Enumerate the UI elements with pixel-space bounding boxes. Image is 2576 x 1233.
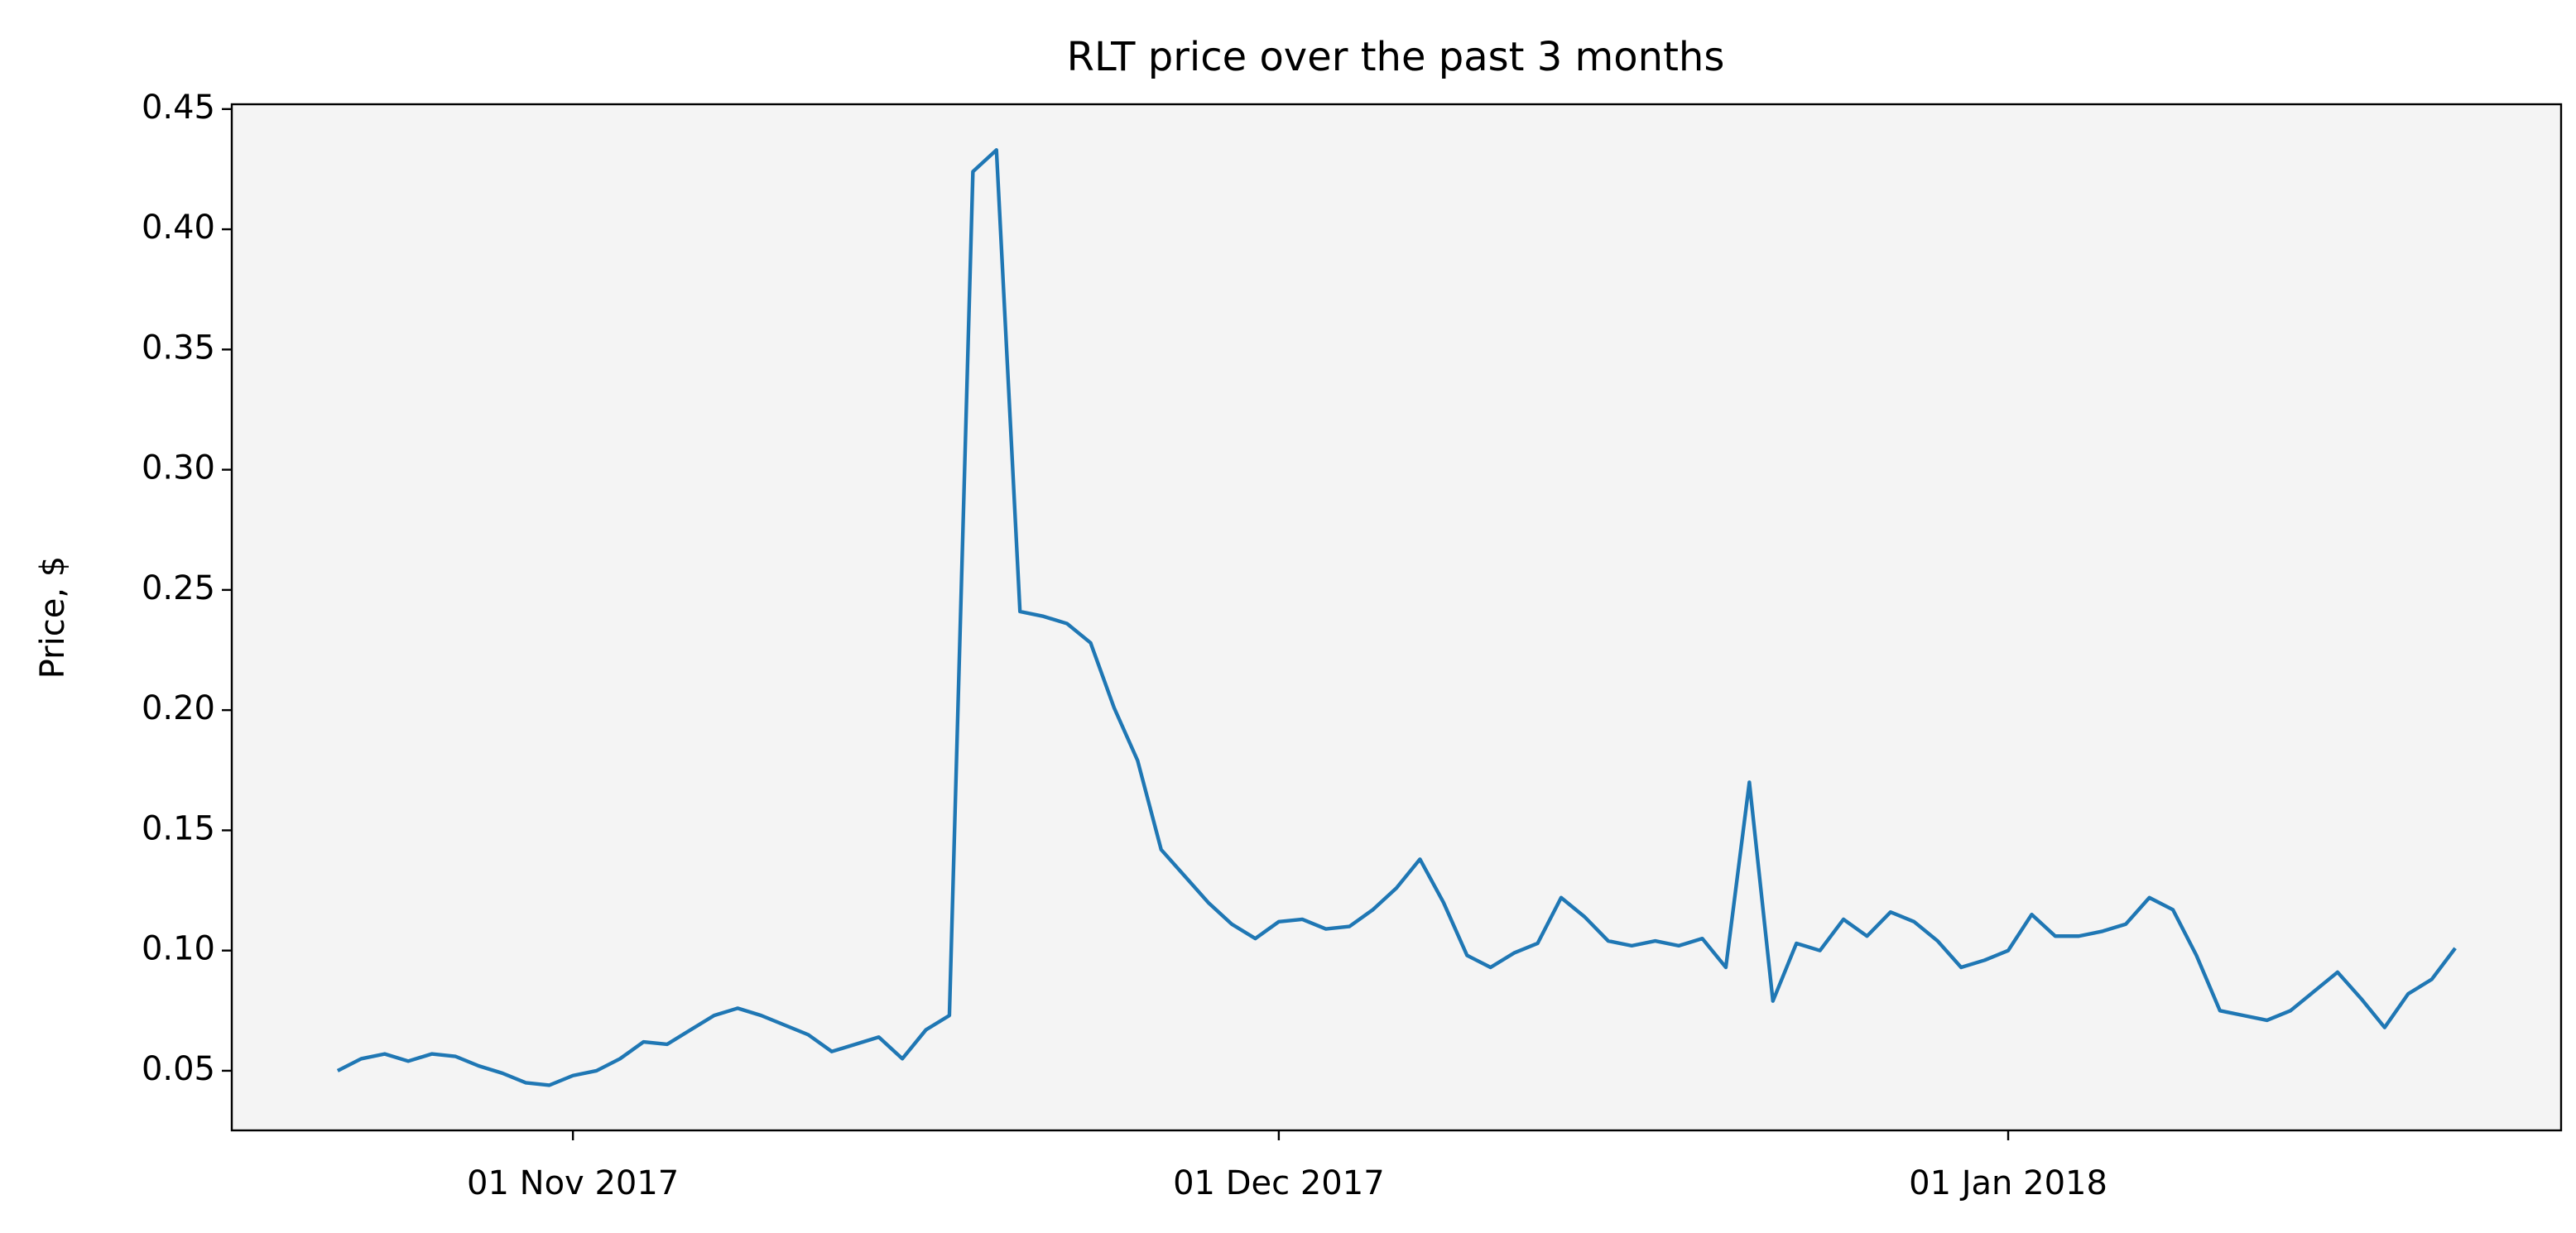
y-tick-label: 0.35 (142, 329, 215, 367)
y-tick-label: 0.40 (142, 209, 215, 247)
y-tick-label: 0.45 (142, 89, 215, 127)
x-tick-label: 01 Nov 2017 (467, 1164, 679, 1202)
price-line (336, 148, 2457, 1087)
y-tick-label: 0.25 (142, 569, 215, 607)
y-tick-label: 0.05 (142, 1050, 215, 1088)
y-tick-label: 0.10 (142, 930, 215, 968)
y-tick-label: 0.30 (142, 449, 215, 487)
x-tick-label: 01 Dec 2017 (1173, 1164, 1385, 1202)
y-tick-label: 0.15 (142, 809, 215, 847)
plot-area (232, 104, 2561, 1130)
chart-title: RLT price over the past 3 months (1067, 34, 1725, 80)
y-axis-label: Price, $ (34, 556, 72, 679)
plot-layer (336, 148, 2457, 1087)
plot-frame (230, 103, 2563, 1132)
y-tick-label: 0.20 (142, 689, 215, 727)
x-tick-label: 01 Jan 2018 (1909, 1164, 2107, 1202)
